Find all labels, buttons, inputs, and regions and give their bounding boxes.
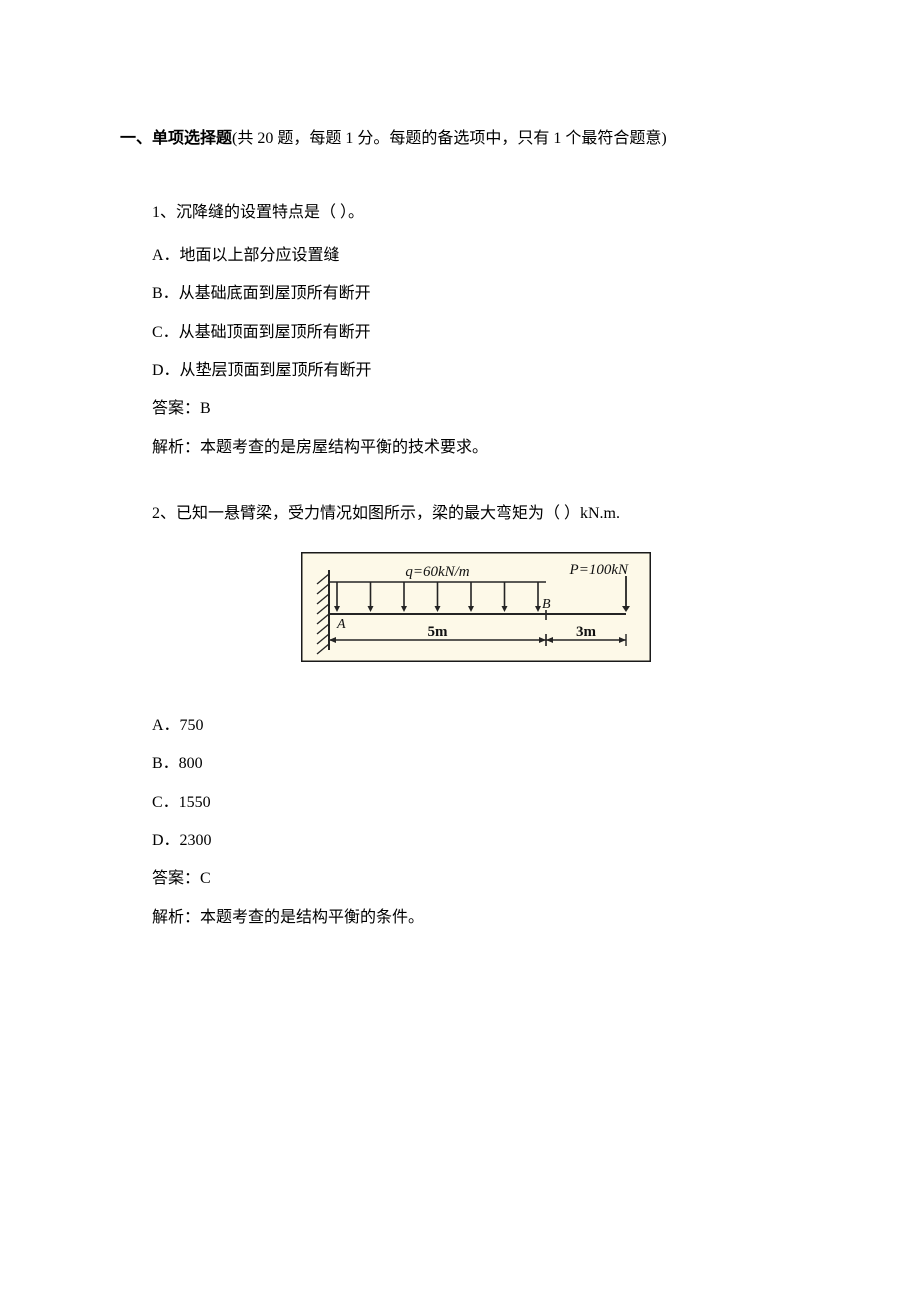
- svg-text:5m: 5m: [428, 624, 449, 640]
- q1-explain: 解析：本题考查的是房屋结构平衡的技术要求。: [152, 429, 800, 467]
- q1-option-c: C．从基础顶面到屋顶所有断开: [152, 314, 800, 352]
- q2-answer: 答案：C: [152, 860, 800, 898]
- q2-explain: 解析：本题考查的是结构平衡的条件。: [152, 899, 800, 937]
- q2-option-c: C．1550: [152, 784, 800, 822]
- section-lead: 一、单项选择题: [120, 130, 232, 147]
- svg-text:B: B: [542, 597, 551, 612]
- q1-option-b: B．从基础底面到屋顶所有断开: [152, 275, 800, 313]
- svg-text:3m: 3m: [576, 624, 597, 640]
- section-heading: 一、单项选择题(共 20 题，每题 1 分。每题的备选项中，只有 1 个最符合题…: [120, 120, 800, 158]
- q1-stem: 1、沉降缝的设置特点是（ ）。: [152, 194, 800, 232]
- question-1: 1、沉降缝的设置特点是（ ）。 A．地面以上部分应设置缝 B．从基础底面到屋顶所…: [120, 194, 800, 467]
- question-2: 2、已知一悬臂梁，受力情况如图所示，梁的最大弯矩为（ ）kN.m. q=60kN…: [120, 495, 800, 937]
- q1-option-d: D．从垫层顶面到屋顶所有断开: [152, 352, 800, 390]
- q2-option-d: D．2300: [152, 822, 800, 860]
- section-rest: (共 20 题，每题 1 分。每题的备选项中，只有 1 个最符合题意): [232, 130, 667, 147]
- q2-stem: 2、已知一悬臂梁，受力情况如图所示，梁的最大弯矩为（ ）kN.m.: [152, 495, 800, 533]
- q1-option-a: A．地面以上部分应设置缝: [152, 237, 800, 275]
- svg-text:P=100kN: P=100kN: [569, 562, 629, 578]
- svg-text:A: A: [336, 617, 346, 632]
- q1-answer: 答案：B: [152, 390, 800, 428]
- q2-option-a: A．750: [152, 707, 800, 745]
- svg-text:q=60kN/m: q=60kN/m: [405, 564, 469, 580]
- q2-option-b: B．800: [152, 745, 800, 783]
- q2-diagram: q=60kN/m P=100kN A B 5m 3m: [152, 552, 800, 677]
